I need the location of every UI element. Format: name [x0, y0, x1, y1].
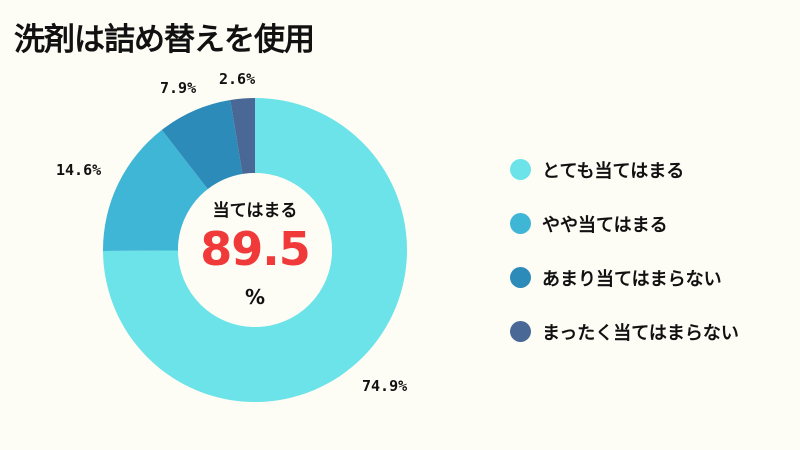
legend-swatch-icon: [510, 213, 531, 234]
center-caption: 当てはまる: [212, 201, 298, 221]
legend-item-somewhat: やや当てはまる: [510, 210, 739, 237]
legend-item-very: とても当てはまる: [510, 156, 739, 183]
legend-label: とても当てはまる: [542, 160, 685, 182]
center-unit: %: [244, 285, 266, 309]
slice-label-very: 74.9%: [362, 377, 408, 395]
slice-label-somewhat: 14.6%: [56, 161, 102, 179]
legend: とても当てはまる やや当てはまる あまり当てはまらない まったく当てはまらない: [510, 156, 739, 372]
legend-swatch-icon: [510, 267, 531, 288]
center-value: 89.5: [200, 222, 311, 276]
donut-hole: [178, 173, 332, 327]
donut-slice: [102, 129, 208, 251]
legend-label: まったく当てはまらない: [542, 322, 739, 344]
donut-slice: [103, 98, 407, 403]
donut-slice: [161, 100, 243, 190]
legend-item-not-at-all: まったく当てはまらない: [510, 318, 739, 345]
legend-item-not-much: あまり当てはまらない: [510, 264, 739, 291]
legend-swatch-icon: [510, 159, 531, 180]
legend-label: やや当てはまる: [542, 214, 668, 236]
donut-slice: [230, 98, 255, 175]
slice-label-not-much: 7.9%: [160, 79, 197, 97]
legend-label: あまり当てはまらない: [542, 268, 722, 290]
legend-swatch-icon: [510, 321, 531, 342]
chart-title: 洗剤は詰め替えを使用: [14, 22, 315, 58]
slice-label-not-at-all: 2.6%: [219, 70, 256, 88]
